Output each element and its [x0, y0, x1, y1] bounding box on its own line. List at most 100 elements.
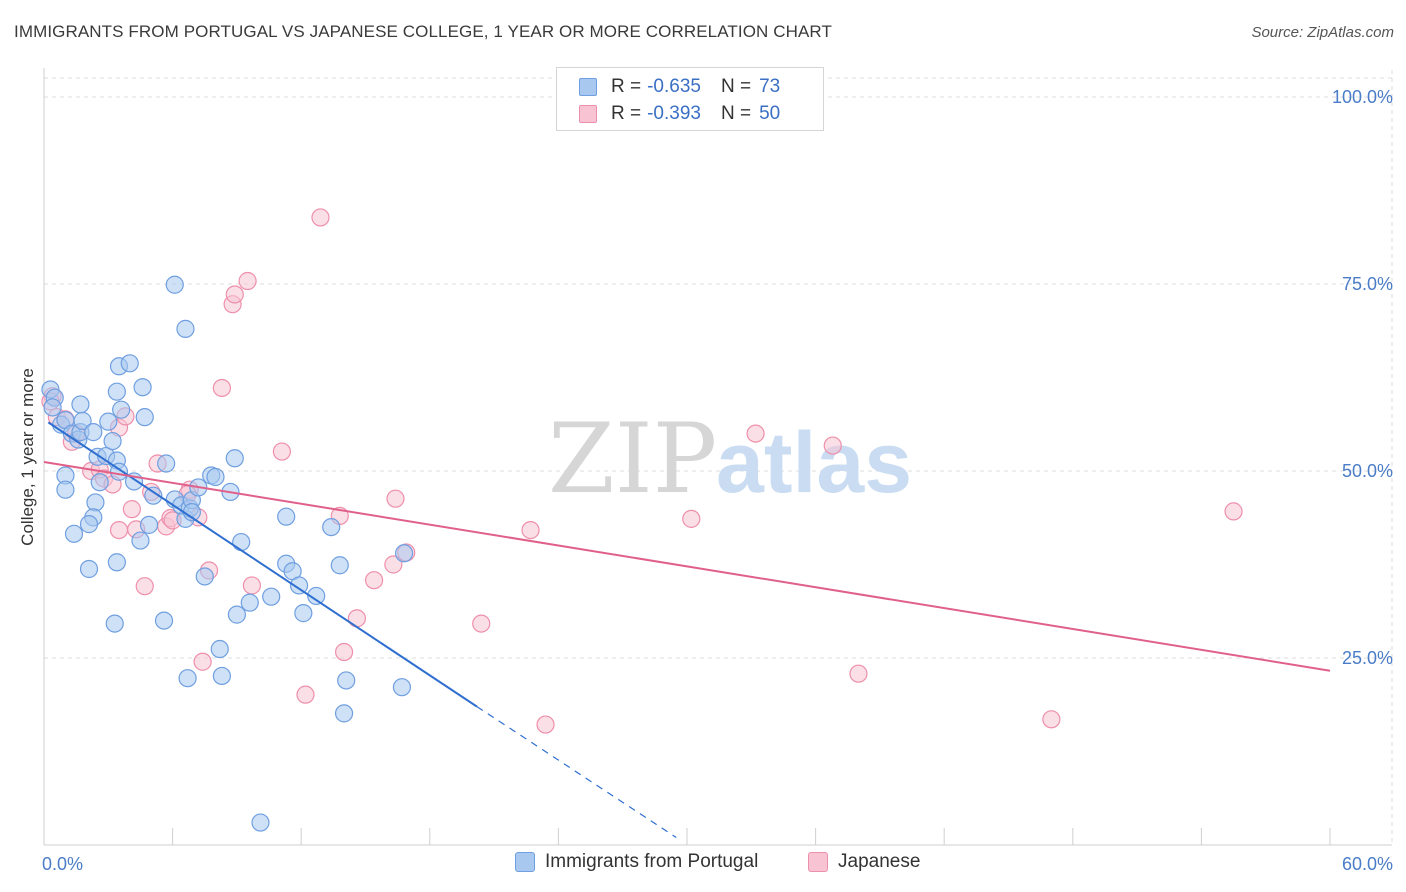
legend-swatch-japanese — [579, 105, 597, 123]
legend-n-label: N = — [720, 103, 752, 124]
data-points — [41, 208, 1243, 832]
point-immigrants-from-portugal — [262, 587, 281, 606]
point-immigrants-from-portugal — [240, 593, 259, 612]
point-japanese — [849, 664, 868, 683]
point-immigrants-from-portugal — [178, 669, 197, 688]
point-japanese — [472, 614, 491, 633]
point-immigrants-from-portugal — [210, 639, 229, 659]
point-japanese — [1224, 502, 1243, 521]
y-tick-label: 25.0% — [1342, 648, 1393, 668]
point-japanese — [296, 685, 315, 704]
point-japanese — [384, 555, 403, 574]
point-immigrants-from-portugal — [392, 678, 412, 697]
point-immigrants-from-portugal — [294, 604, 313, 623]
point-immigrants-from-portugal — [107, 382, 126, 401]
point-immigrants-from-portugal — [86, 493, 105, 512]
legend-r-value: -0.635 — [647, 76, 701, 97]
point-japanese — [242, 576, 262, 595]
point-immigrants-from-portugal — [307, 586, 326, 606]
point-japanese — [823, 436, 842, 455]
point-immigrants-from-portugal — [227, 605, 246, 624]
point-japanese — [238, 271, 257, 291]
point-japanese — [334, 642, 354, 662]
legend-r-label: R = — [611, 76, 642, 97]
point-immigrants-from-portugal — [43, 398, 62, 417]
point-immigrants-from-portugal — [112, 400, 131, 419]
point-japanese — [311, 208, 330, 227]
legend-n-value: 73 — [759, 76, 781, 97]
legend-row-portugal: R = -0.635 N = 73 — [579, 75, 780, 99]
chart-title: IMMIGRANTS FROM PORTUGAL VS JAPANESE COL… — [14, 22, 832, 41]
gridlines — [44, 70, 1393, 845]
legend-r-value: -0.393 — [647, 103, 701, 124]
point-japanese — [1042, 710, 1061, 729]
point-immigrants-from-portugal — [139, 515, 159, 534]
point-japanese — [122, 500, 141, 519]
point-immigrants-from-portugal — [206, 467, 225, 487]
legend-r-label: R = — [611, 103, 642, 124]
point-immigrants-from-portugal — [79, 515, 99, 534]
point-japanese — [109, 520, 129, 540]
point-japanese — [682, 509, 701, 528]
trend-line-japanese — [43, 461, 1331, 672]
tick-labels: 25.0% 50.0% 75.0% 100.0% 0.0% 60.0% — [42, 87, 1393, 874]
point-immigrants-from-portugal — [135, 408, 154, 427]
point-japanese — [746, 424, 765, 443]
point-immigrants-from-portugal — [176, 319, 195, 338]
point-immigrants-from-portugal — [251, 813, 270, 832]
y-tick-label: 100.0% — [1332, 87, 1393, 107]
point-immigrants-from-portugal — [105, 614, 124, 633]
x-tick-label: 0.0% — [42, 854, 83, 874]
watermark-atlas: atlas — [716, 415, 912, 511]
trend-line-portugal — [47, 421, 478, 708]
point-japanese — [386, 489, 405, 508]
point-japanese — [193, 652, 212, 671]
stats-legend: R = -0.635 N = 73 R = -0.393 N = 50 — [556, 67, 824, 131]
watermark: ZIP atlas — [548, 403, 912, 515]
legend-n-value: 50 — [759, 103, 781, 124]
y-tick-label: 75.0% — [1342, 274, 1393, 294]
legend-swatch-portugal — [579, 78, 597, 96]
point-immigrants-from-portugal — [71, 395, 90, 414]
point-immigrants-from-portugal — [289, 576, 309, 595]
point-japanese — [212, 378, 231, 398]
point-immigrants-from-portugal — [64, 524, 84, 543]
y-axis-label: College, 1 year or more — [18, 368, 37, 546]
point-immigrants-from-portugal — [277, 507, 296, 526]
point-immigrants-from-portugal — [56, 480, 75, 499]
point-immigrants-from-portugal — [99, 412, 118, 431]
legend-swatch-japanese — [808, 852, 828, 872]
point-immigrants-from-portugal — [212, 666, 231, 686]
source-label: Source: ZipAtlas.com — [1251, 24, 1394, 41]
legend-row-japanese: R = -0.393 N = 50 — [579, 102, 780, 126]
point-immigrants-from-portugal — [84, 423, 103, 442]
point-japanese — [347, 609, 367, 628]
point-japanese — [272, 442, 292, 461]
watermark-zip: ZIP — [548, 403, 717, 515]
point-immigrants-from-portugal — [154, 611, 174, 630]
legend-item-portugal[interactable]: Immigrants from Portugal — [515, 851, 758, 873]
legend-n-label: N = — [720, 76, 752, 97]
point-immigrants-from-portugal — [79, 559, 99, 579]
point-immigrants-from-portugal — [90, 473, 109, 492]
legend-label-portugal: Immigrants from Portugal — [545, 851, 759, 872]
series-legend: Immigrants from Portugal Japanese — [0, 851, 1406, 877]
point-immigrants-from-portugal — [232, 532, 251, 552]
trend-line-portugal-extrapolated — [476, 706, 677, 839]
point-japanese — [135, 577, 154, 596]
point-immigrants-from-portugal — [195, 567, 214, 586]
point-immigrants-from-portugal — [103, 431, 122, 451]
point-immigrants-from-portugal — [337, 671, 356, 690]
point-immigrants-from-portugal — [131, 531, 150, 550]
legend-swatch-portugal — [515, 852, 535, 872]
point-japanese — [364, 571, 384, 590]
legend-item-japanese[interactable]: Japanese — [808, 851, 920, 873]
point-immigrants-from-portugal — [107, 553, 126, 572]
point-immigrants-from-portugal — [322, 517, 341, 537]
point-immigrants-from-portugal — [120, 354, 139, 373]
x-tick-label: 60.0% — [1342, 854, 1393, 874]
point-immigrants-from-portugal — [144, 486, 163, 505]
point-immigrants-from-portugal — [133, 378, 152, 397]
trend-lines — [43, 421, 1331, 839]
